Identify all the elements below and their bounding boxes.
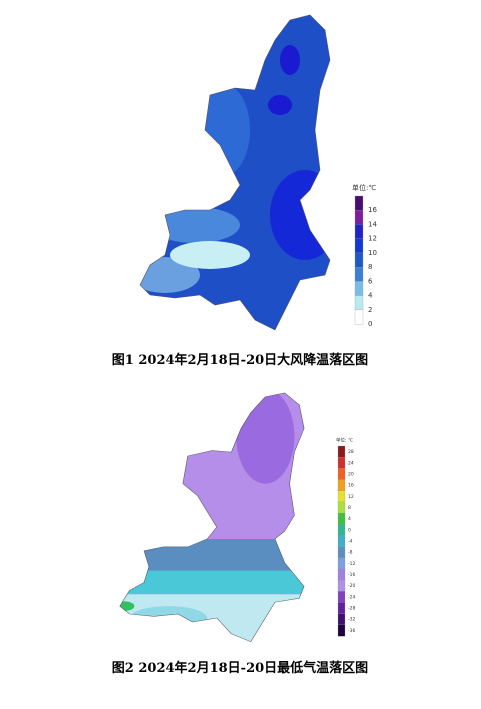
legend-tick: 8	[368, 263, 372, 271]
legend-tick: 28	[348, 449, 354, 455]
legend-swatch	[337, 535, 346, 548]
legend-tick: -28	[348, 606, 355, 612]
legend-tick: 0	[368, 320, 372, 328]
legend-swatch	[354, 238, 364, 254]
legend-swatch	[337, 479, 346, 492]
legend-tick: 16	[348, 483, 354, 489]
legend-tick: -36	[348, 628, 355, 634]
legend-unit: 单位:℃	[352, 183, 376, 192]
legend-tick: -4	[348, 539, 353, 545]
legend-tick: 10	[368, 249, 377, 257]
legend-swatch	[354, 295, 364, 311]
map-2	[119, 392, 305, 643]
legend-swatch	[337, 512, 346, 525]
legend-swatch	[354, 309, 364, 325]
legend-swatch	[337, 624, 346, 637]
legend-tick: 12	[348, 494, 354, 500]
legend-tick: -20	[348, 583, 355, 589]
caption: 图1 2024年2月18日-20日大风降温落区图	[112, 352, 368, 368]
legend-swatch	[337, 546, 346, 559]
legend-tick: 16	[368, 206, 377, 214]
legend-swatch	[337, 524, 346, 536]
legend-tick: 20	[348, 471, 354, 477]
legend-unit: 单位: ℃	[336, 437, 353, 444]
legend-tick: -8	[348, 550, 353, 556]
legend-swatch	[337, 490, 346, 503]
legend-swatch	[354, 224, 364, 240]
legend-swatch	[337, 557, 346, 570]
legend-swatch	[337, 579, 346, 592]
legend-swatch	[337, 568, 346, 581]
legend-tick: 14	[368, 220, 377, 228]
legend-swatch	[337, 613, 346, 626]
legend-swatch	[354, 266, 364, 282]
legend-tick: -16	[348, 572, 355, 578]
legend-tick: 4	[348, 516, 351, 522]
legend-swatch	[354, 252, 364, 268]
legend-swatch	[337, 501, 346, 514]
legend-tick: -24	[348, 594, 355, 600]
legend-swatch	[337, 457, 346, 469]
legend-tick: -12	[348, 561, 355, 567]
caption: 图2 2024年2月18日-20日最低气温落区图	[112, 660, 368, 676]
legend-swatch	[337, 602, 346, 615]
legend-swatch	[337, 591, 346, 603]
legend-swatch	[337, 445, 346, 458]
legend-tick: 6	[368, 277, 373, 285]
legend-tick: -32	[348, 617, 355, 623]
legend-swatch	[337, 468, 346, 480]
legend-tick: 12	[368, 235, 377, 243]
legend-tick: 2	[368, 306, 372, 314]
legend-swatch	[354, 281, 364, 297]
legend-tick: 8	[348, 505, 351, 511]
legend-swatch	[354, 210, 364, 225]
map-1	[139, 14, 331, 331]
legend-tick: 4	[368, 292, 373, 300]
legend-tick: 0	[348, 527, 351, 533]
legend-swatch	[354, 195, 364, 211]
legend-tick: 24	[348, 460, 354, 466]
